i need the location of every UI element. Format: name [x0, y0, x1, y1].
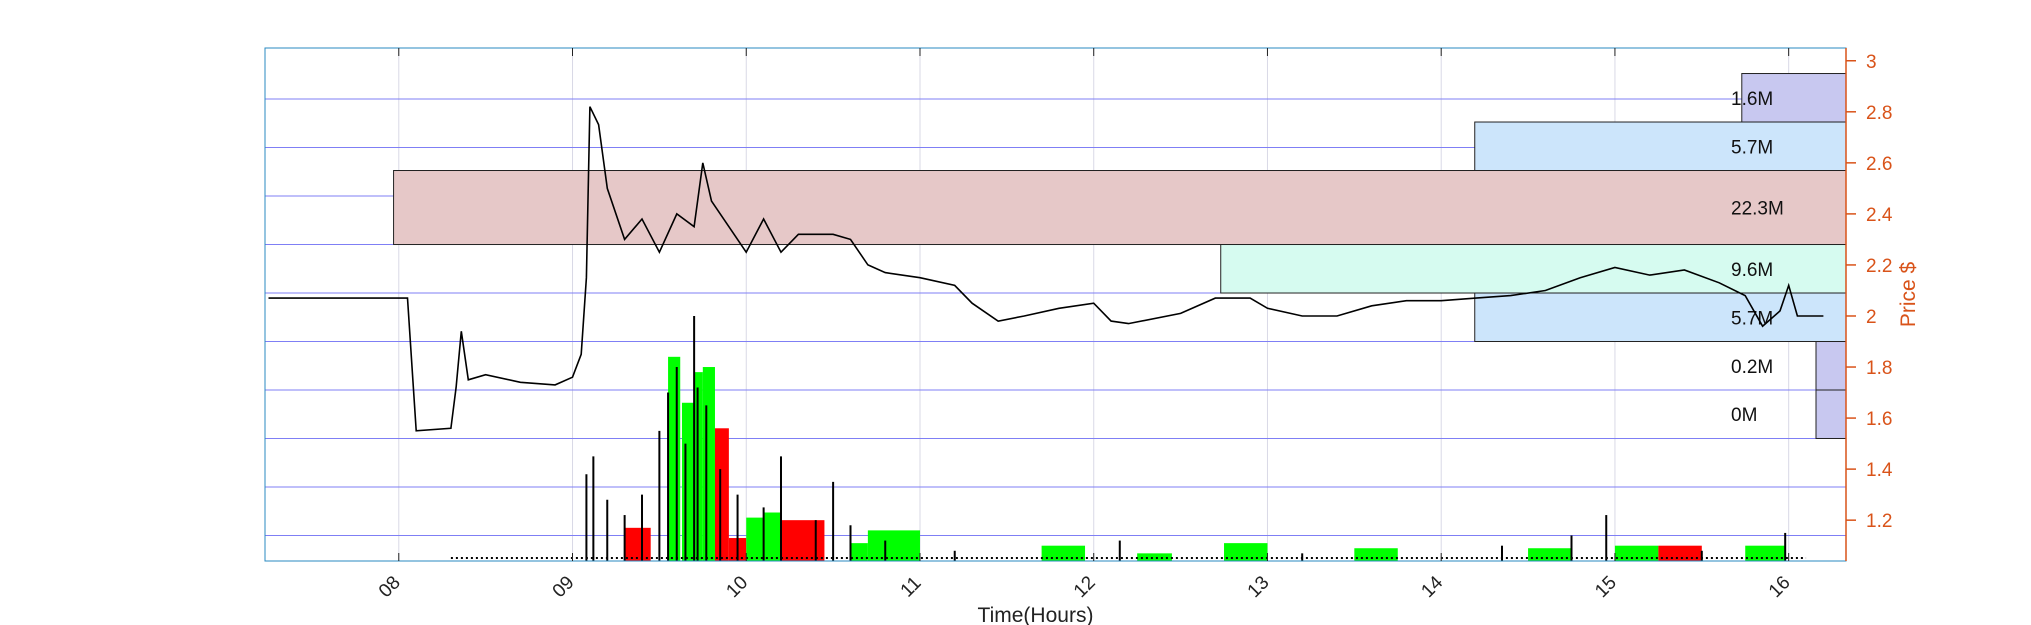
y-tick-label: 2.8 — [1866, 103, 1892, 124]
price-series — [268, 106, 1824, 432]
volume-bar — [681, 402, 695, 561]
volume-bar — [702, 367, 715, 561]
profile-label: 0.2M — [1731, 357, 1773, 378]
volume-profile: 1.6M 5.7M 22.3M 9.6M 5.7M 0.2M 0M — [393, 73, 1847, 439]
profile-box — [1815, 341, 1847, 391]
x-tick-label: 10 — [722, 572, 752, 602]
x-tick-label: 09 — [549, 572, 579, 602]
x-tick-label: 12 — [1070, 572, 1100, 602]
y-tick-label: 2.4 — [1866, 205, 1893, 226]
x-tick-label: 11 — [897, 573, 926, 602]
profile-label: 1.6M — [1731, 89, 1773, 110]
volume-bar — [1354, 548, 1398, 561]
y-axis-title: Price $ — [1897, 262, 1920, 328]
y-tick-label: 2.6 — [1866, 154, 1892, 175]
y-tick-label: 2 — [1866, 307, 1877, 328]
volume-bar — [763, 512, 781, 561]
profile-box — [1220, 244, 1847, 294]
volume-bar — [746, 517, 764, 561]
x-tick-label: 16 — [1765, 572, 1795, 602]
y-tick-label: 1.2 — [1866, 511, 1892, 532]
volume-bar — [867, 530, 920, 561]
profile-label: 0M — [1731, 405, 1757, 426]
price-line — [268, 106, 1824, 432]
y-axis-ticks: 1.2 1.4 1.6 1.8 2 2.2 2.4 2.6 2.8 3 — [1846, 52, 1893, 532]
profile-box — [393, 170, 1847, 246]
volume-bar — [714, 428, 729, 561]
profile-label: 22.3M — [1731, 199, 1784, 220]
volume-bar — [1528, 548, 1572, 561]
profile-box — [1474, 292, 1847, 343]
profile-label: 5.7M — [1731, 137, 1773, 158]
y-tick-label: 1.4 — [1866, 460, 1893, 481]
profile-box — [1741, 73, 1847, 123]
volume-bar — [780, 520, 825, 561]
volume-bar — [1224, 543, 1268, 561]
x-tick-label: 14 — [1417, 572, 1447, 602]
volume-bar — [1745, 545, 1786, 561]
volume-bar — [1658, 545, 1702, 561]
y-tick-label: 1.8 — [1866, 358, 1892, 379]
y-tick-label: 3 — [1866, 52, 1877, 73]
volume-bar — [624, 527, 651, 561]
volume-bar — [668, 356, 681, 561]
profile-label: 5.7M — [1731, 308, 1773, 329]
x-tick-label: 15 — [1591, 572, 1621, 602]
volume-bar — [1137, 553, 1172, 561]
volume-bar — [850, 543, 868, 561]
x-axis-title: Time(Hours) — [978, 604, 1094, 625]
profile-box — [1815, 389, 1847, 439]
y-tick-label: 1.6 — [1866, 409, 1892, 430]
y-tick-label: 2.2 — [1866, 256, 1892, 277]
profile-box — [1474, 121, 1847, 172]
volume-bar — [1041, 545, 1086, 561]
x-tick-label: 13 — [1244, 572, 1274, 602]
profile-label: 9.6M — [1731, 260, 1773, 281]
volume-bars — [450, 315, 1807, 561]
x-tick-label: 08 — [375, 572, 405, 602]
